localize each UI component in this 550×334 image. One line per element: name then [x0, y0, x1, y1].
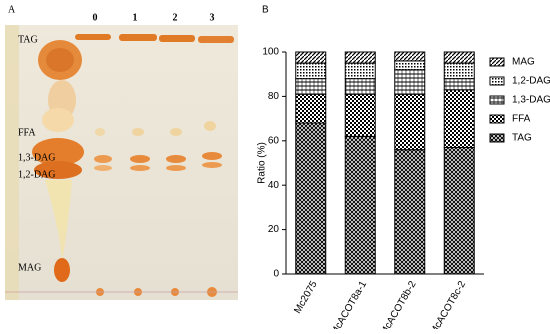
bar-segment — [394, 51, 426, 62]
bar-segment — [344, 78, 376, 95]
band-label: TAG — [18, 34, 38, 45]
lane-label: 1 — [133, 12, 138, 23]
legend-label: FFA — [512, 114, 531, 125]
y-tick-label: 20 — [268, 224, 280, 235]
bar-segment — [443, 89, 475, 148]
bar-segment — [443, 51, 475, 64]
y-tick-label: 40 — [268, 180, 280, 191]
y-tick-label: 60 — [268, 135, 280, 146]
panel-label: A — [8, 4, 16, 15]
bar-segment — [295, 62, 327, 80]
legend-swatch — [489, 133, 505, 143]
y-tick-label: 100 — [262, 47, 279, 58]
bar-segment — [443, 62, 475, 80]
bar-segment — [443, 146, 475, 275]
bar-segment — [394, 149, 426, 275]
bar-segment — [394, 69, 426, 95]
legend-swatch — [489, 76, 505, 86]
y-tick-label: 80 — [268, 91, 280, 102]
panel-label: B — [262, 5, 269, 16]
y-axis-label: Ratio (%) — [257, 142, 268, 184]
bar-segment — [295, 78, 327, 95]
bar-segment — [443, 78, 475, 91]
bar-segment — [344, 135, 376, 275]
bar-segment — [295, 93, 327, 124]
legend-label: MAG — [512, 57, 535, 68]
bar-segment — [344, 93, 376, 137]
band-label: 1,3-DAG — [18, 152, 56, 163]
bar-segment — [295, 51, 327, 64]
lane-label: 0 — [93, 12, 98, 23]
bar-segment — [344, 62, 376, 80]
x-tick-label: McACOT8a-1 — [329, 279, 369, 329]
legend-label: 1,2-DAG — [512, 76, 550, 87]
legend-label: TAG — [512, 133, 532, 144]
bar-segment — [394, 93, 426, 151]
legend-label: 1,3-DAG — [512, 95, 550, 106]
y-tick-label: 0 — [273, 269, 279, 280]
x-tick-label: McACOT8c-2 — [428, 279, 468, 329]
legend-swatch — [489, 57, 505, 67]
legend-swatch — [489, 95, 505, 105]
bar-segment — [295, 122, 327, 275]
bar-segment — [394, 60, 426, 71]
band-label: 1,2-DAG — [18, 169, 56, 180]
lane-label: 3 — [210, 12, 215, 23]
legend-swatch — [489, 114, 505, 124]
x-tick-label: Mc2075 — [292, 279, 320, 316]
x-tick-label: McACOT8b-2 — [379, 279, 419, 329]
bar-segment — [344, 51, 376, 64]
band-label: FFA — [18, 127, 36, 138]
tlc-plate — [5, 25, 238, 300]
lane-label: 2 — [173, 12, 178, 23]
band-label: MAG — [18, 262, 41, 273]
